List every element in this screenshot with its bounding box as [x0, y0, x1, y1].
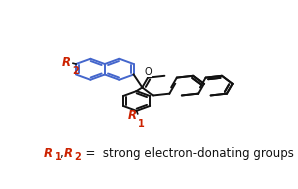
Text: 1: 1	[55, 152, 61, 162]
Text: 1: 1	[138, 119, 145, 129]
Text: R: R	[44, 147, 53, 160]
Text: 2: 2	[74, 152, 81, 162]
Text: R: R	[61, 56, 70, 69]
Text: 2: 2	[72, 67, 79, 77]
Text: =  strong electron-donating groups: = strong electron-donating groups	[78, 147, 294, 160]
Text: O: O	[144, 67, 152, 77]
Text: R: R	[128, 109, 136, 122]
Text: ,: ,	[59, 147, 63, 160]
Text: R: R	[64, 147, 73, 160]
